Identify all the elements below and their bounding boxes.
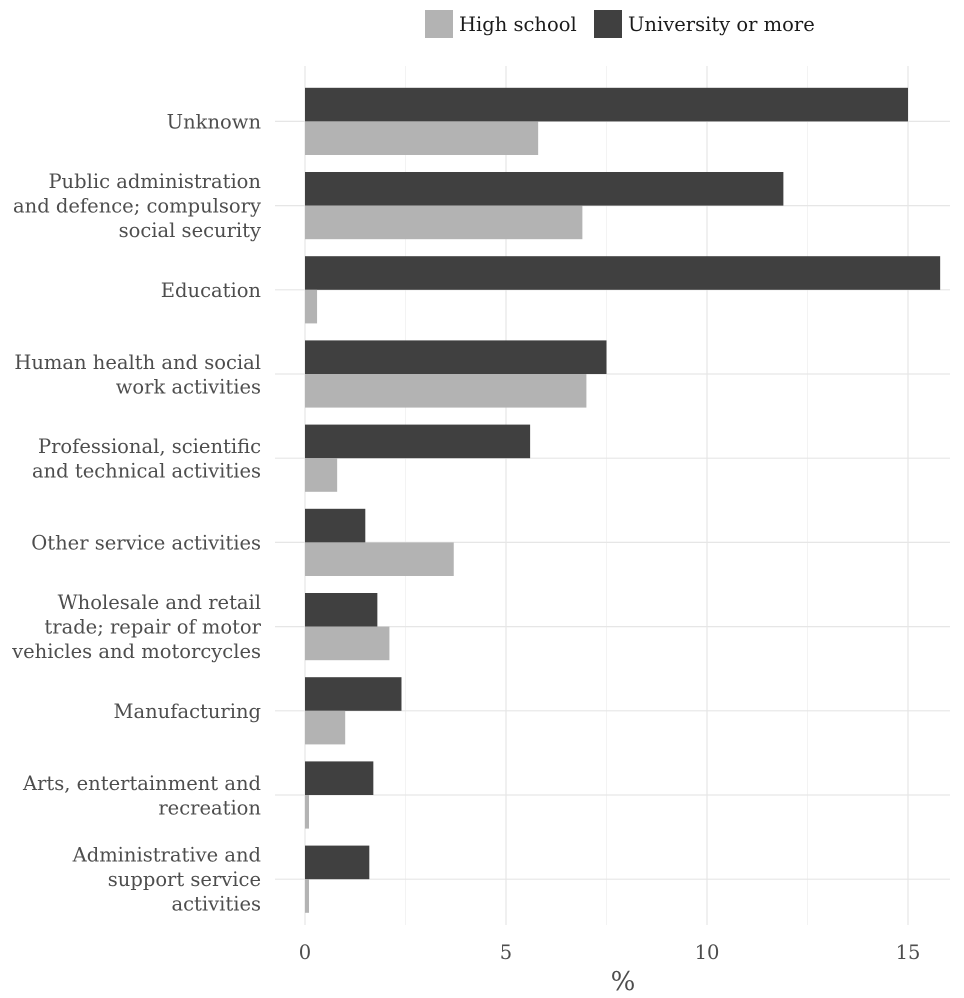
x-tick-label: 0 (299, 941, 311, 964)
legend-key (425, 10, 453, 38)
bar-university-or-more (305, 88, 908, 122)
legend-label: High school (459, 13, 577, 36)
legend-key (594, 10, 622, 38)
x-tick-label: 10 (695, 941, 720, 964)
category-label-line: Education (161, 279, 262, 302)
bar-high-school (305, 121, 538, 155)
category-label-line: Public administration (48, 170, 261, 193)
bars (305, 88, 940, 913)
bar-high-school (305, 290, 317, 324)
category-label-line: Administrative and (72, 844, 261, 867)
category-label-line: trade; repair of motor (44, 616, 261, 639)
category-label-line: work activities (116, 375, 261, 398)
category-label: Public administration and defence; compul… (13, 170, 261, 242)
x-axis-title: % (611, 967, 636, 997)
category-label-line: and technical activities (32, 459, 261, 482)
bar-university-or-more (305, 509, 365, 543)
bar-university-or-more (305, 593, 377, 627)
legend: High school University or more (425, 10, 815, 38)
category-label: Wholesale and retail trade; repair of mot… (11, 591, 262, 663)
category-label-line: Wholesale and retail (58, 591, 261, 614)
category-label-line: activities (172, 893, 262, 916)
category-labels: Unknown Public administration and defence;… (11, 110, 262, 915)
category-label-line: Human health and social (14, 351, 261, 374)
category-label: Arts, entertainment and recreation (22, 772, 261, 820)
bar-high-school (305, 879, 309, 913)
category-label: Unknown (167, 110, 262, 133)
x-axis-ticks: 0 5 10 15 (299, 941, 921, 964)
bar-high-school (305, 711, 345, 745)
category-label: Manufacturing (114, 700, 261, 723)
category-label: Administrative and support service activit… (72, 844, 261, 916)
category-label: Human health and social work activities (14, 351, 261, 399)
category-label-line: and defence; compulsory (13, 195, 261, 218)
bar-university-or-more (305, 425, 530, 459)
bar-high-school (305, 542, 454, 576)
category-label-line: Other service activities (31, 531, 261, 554)
category-label-line: Unknown (167, 110, 262, 133)
bar-high-school (305, 206, 582, 240)
category-label-line: Professional, scientific (38, 435, 261, 458)
bar-high-school (305, 795, 309, 829)
category-label-line: Manufacturing (114, 700, 261, 723)
x-tick-label: 5 (500, 941, 512, 964)
category-label-line: social security (119, 219, 261, 242)
bar-high-school (305, 458, 337, 492)
category-label-line: vehicles and motorcycles (11, 640, 261, 663)
category-label-line: support service (108, 868, 261, 891)
category-label: Other service activities (31, 531, 261, 554)
legend-label: University or more (628, 13, 815, 36)
x-tick-label: 15 (896, 941, 921, 964)
category-label: Professional, scientific and technical ac… (32, 435, 261, 483)
category-label-line: recreation (158, 796, 261, 819)
bar-university-or-more (305, 172, 783, 206)
bar-high-school (305, 374, 586, 408)
bar-university-or-more (305, 340, 607, 374)
bar-university-or-more (305, 677, 401, 711)
category-label: Education (161, 279, 262, 302)
bar-university-or-more (305, 846, 369, 880)
bar-university-or-more (305, 761, 373, 795)
bar-high-school (305, 627, 389, 661)
bar-university-or-more (305, 256, 940, 290)
category-label-line: Arts, entertainment and (22, 772, 261, 795)
